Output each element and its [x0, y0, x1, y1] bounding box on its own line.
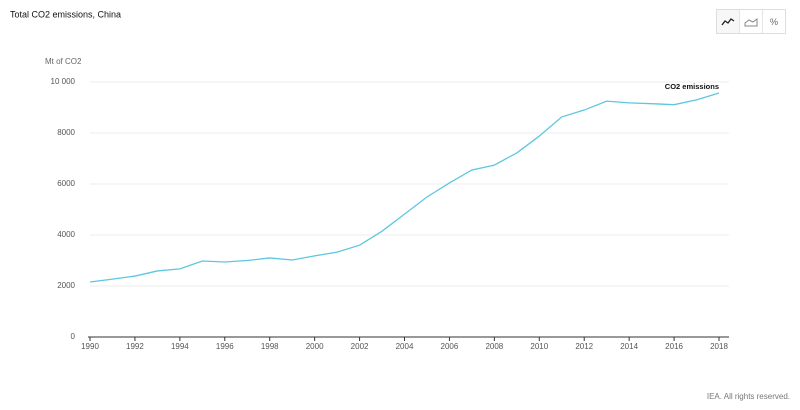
- y-tick-label: 8000: [57, 128, 75, 137]
- x-tick-label: 1990: [81, 342, 99, 351]
- x-tick-label: 2006: [441, 342, 459, 351]
- y-axis-label: Mt of CO2: [45, 57, 82, 66]
- x-tick-label: 2000: [306, 342, 324, 351]
- x-tick-label: 1998: [261, 342, 279, 351]
- data-line: [89, 92, 720, 283]
- percent-view-button[interactable]: %: [762, 10, 785, 33]
- y-tick-label: 2000: [57, 281, 75, 290]
- line-view-button[interactable]: [717, 10, 739, 33]
- y-tick-label: 4000: [57, 230, 75, 239]
- series-label: CO2 emissions: [665, 82, 719, 91]
- x-tick-label: 2008: [485, 342, 503, 351]
- footer: IEA. All rights reserved.: [707, 392, 790, 401]
- x-tick-label: 2018: [710, 342, 728, 351]
- x-tick-label: 2016: [665, 342, 683, 351]
- x-tick-label: 2002: [351, 342, 369, 351]
- y-tick-label: 6000: [57, 179, 75, 188]
- line-icon: [721, 17, 735, 25]
- x-tick-label: 2004: [396, 342, 414, 351]
- x-tick-label: 1996: [216, 342, 234, 351]
- area-icon: [744, 17, 758, 26]
- x-tick-label: 1994: [171, 342, 189, 351]
- chart-title: Total CO2 emissions, China: [10, 9, 121, 19]
- x-tick-label: 1992: [126, 342, 144, 351]
- chart-toolbar: %: [716, 9, 786, 34]
- x-tick-label: 2014: [620, 342, 638, 351]
- area-view-button[interactable]: [739, 10, 762, 33]
- x-tick-label: 2012: [575, 342, 593, 351]
- x-tick-label: 2010: [530, 342, 548, 351]
- y-tick-label: 10 000: [51, 77, 76, 86]
- y-tick-label: 0: [71, 332, 76, 341]
